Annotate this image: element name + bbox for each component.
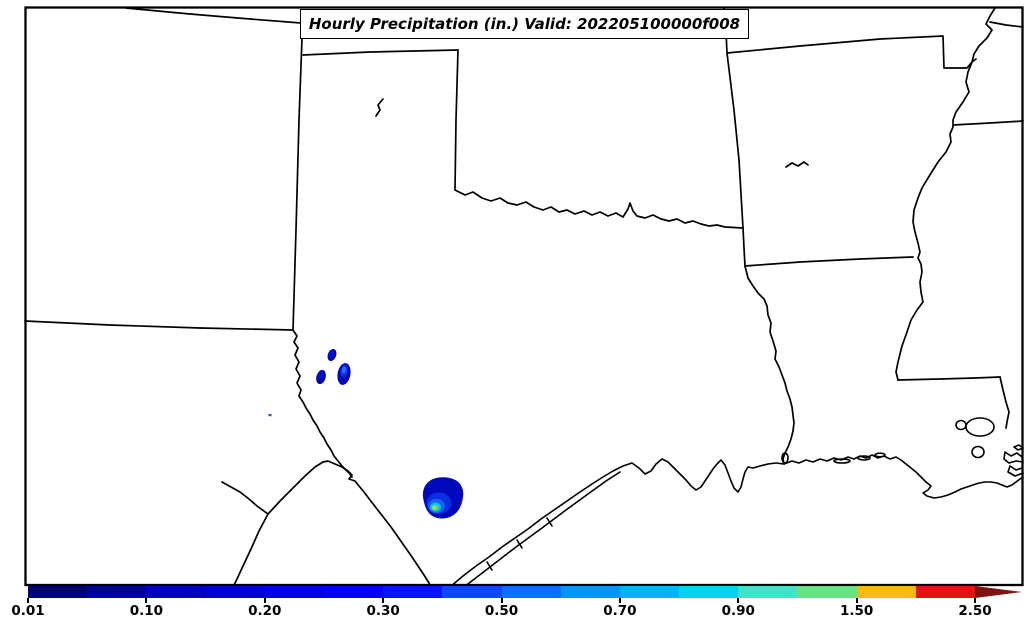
barrier-inlet-3 (546, 517, 553, 527)
arkansas-river-squiggle (785, 161, 809, 168)
colorbar-tick (618, 598, 621, 603)
sabine-river (744, 265, 795, 465)
colorbar-segment (264, 586, 324, 598)
border-louisiana-mississippi (897, 376, 1001, 381)
border-mexico-tail (232, 513, 269, 588)
precipitation-cells (268, 348, 464, 519)
mississippi-delta-1 (1003, 451, 1024, 464)
colorbar-tick-label: 1.50 (839, 603, 874, 619)
colorbar-segment (442, 586, 502, 598)
lake-pontchartrain (965, 417, 995, 437)
mississippi-delta-2 (1007, 465, 1024, 477)
colorbar-tick (27, 598, 29, 603)
border-newmexico-south (24, 320, 294, 331)
map-title-box: Hourly Precipitation (in.) Valid: 202205… (300, 9, 749, 39)
colorbar-tick-label: 0.90 (721, 603, 755, 619)
colorbar-tick (382, 598, 385, 603)
coastline (449, 417, 1024, 588)
colorbar-segment (560, 586, 620, 598)
marsh-island-1 (833, 458, 851, 464)
barrier-inlet-2 (516, 539, 523, 549)
colorbar-segment (619, 586, 680, 598)
border-kentucky-tennessee (989, 21, 1024, 28)
lake-maurepas (955, 419, 967, 431)
colorbar-tick (737, 598, 740, 603)
colorbar-tick (145, 598, 148, 603)
barrier-inlet-1 (486, 561, 493, 571)
colorbar-tick-label: 2.50 (958, 603, 992, 619)
colorbar-tick (500, 598, 503, 603)
state-borders (24, 7, 1024, 588)
colorbar-segment (146, 586, 206, 598)
border-texas-west (292, 37, 303, 331)
colorbar-tick-label: 0.70 (603, 603, 637, 619)
pearl-river (999, 376, 1010, 429)
lake-salvador (971, 445, 985, 459)
border-missouri-arkansas-bootheel (726, 35, 977, 69)
colorbar-tick-label: 0.30 (366, 603, 400, 619)
border-texas-arkansas (742, 227, 746, 267)
colorbar-segment (679, 586, 739, 598)
colorbar-tick (263, 598, 266, 603)
border-panhandle-north (302, 49, 459, 56)
sabine-lake (781, 452, 789, 464)
oklahoma-lake-squiggle (375, 98, 384, 117)
border-colorado-newmexico (125, 7, 302, 24)
colorbar-segment (87, 586, 147, 598)
colorbar-tick (855, 598, 858, 603)
colorbar-tick-label: 0.20 (248, 603, 282, 619)
border-mexico-states (221, 481, 269, 515)
colorbar-tick-label: 0.10 (129, 603, 164, 619)
marsh-island-3 (874, 452, 886, 458)
mississippi-river (895, 7, 996, 381)
louisiana-gulf-coast (783, 454, 1024, 499)
rio-grande-upper (292, 329, 353, 478)
border-red-river (454, 189, 744, 229)
colorbar-tick-label: 0.50 (484, 603, 519, 619)
border-arkansas-louisiana (744, 256, 914, 267)
colorbar: 0.01 0.10 0.20 0.30 0.50 0.70 0.90 1.50 2.50 (11, 586, 1023, 633)
colorbar-segment (915, 586, 975, 598)
colorbar-segment (797, 586, 857, 598)
rio-grande-big-bend (267, 460, 432, 588)
rivers (267, 7, 1010, 588)
marsh-island-2 (857, 455, 871, 461)
colorbar-segment (323, 586, 384, 598)
colorbar-segment (856, 586, 916, 598)
colorbar-extend-arrow (975, 586, 1022, 598)
colorbar-tick (974, 598, 976, 603)
map-frame (24, 6, 1024, 587)
border-panhandle-east (454, 49, 459, 191)
border-tennessee-mississippi (952, 120, 1024, 126)
barrier-island (463, 471, 621, 588)
colorbar-segment (738, 586, 798, 598)
colorbar-segment (383, 586, 443, 598)
colorbar-segment (28, 586, 88, 598)
colorbar-segment (205, 586, 265, 598)
colorbar-segment (501, 586, 561, 598)
colorbar-tick-label: 0.01 (11, 603, 45, 619)
border-oklahoma-arkansas (726, 52, 744, 229)
map-title: Hourly Precipitation (in.) Valid: 202205… (308, 15, 741, 33)
colorbar-bar (28, 586, 975, 598)
texas-gulf-coast (449, 458, 785, 588)
